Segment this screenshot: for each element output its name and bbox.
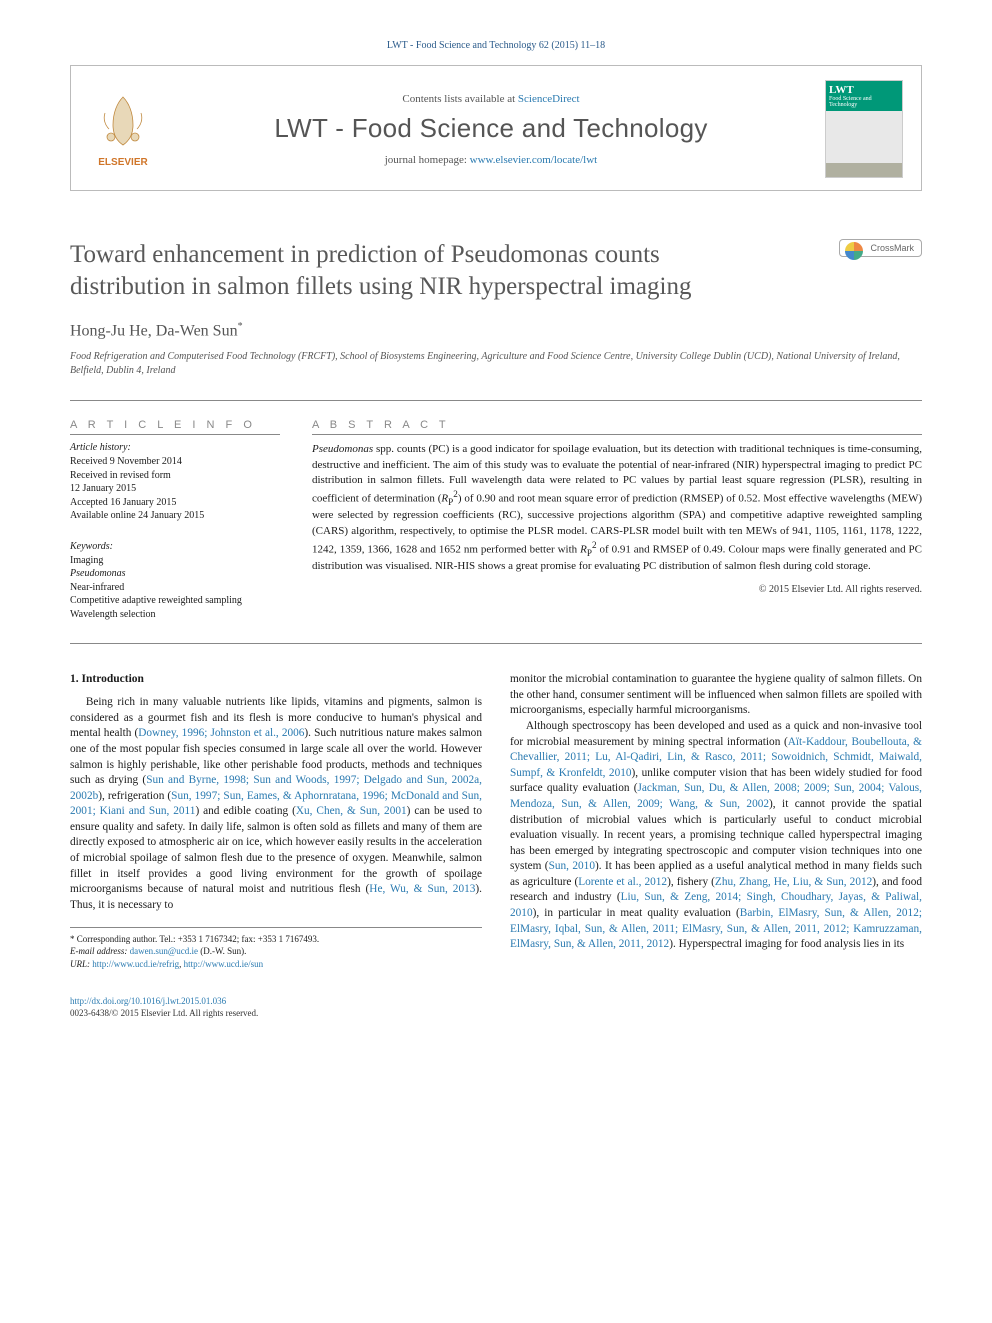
history-item: 12 January 2015 [70,482,280,496]
abstract-heading: A B S T R A C T [312,419,922,431]
contents-line: Contents lists available at ScienceDirec… [175,93,807,105]
corr-url2-link[interactable]: http://www.ucd.ie/sun [184,959,263,969]
keyword: Pseudomonas [70,567,280,581]
article-title: Toward enhancement in prediction of Pseu… [70,239,750,303]
history-item: Accepted 16 January 2015 [70,496,280,510]
history-item: Available online 24 January 2015 [70,509,280,523]
journal-header-box: ELSEVIER Contents lists available at Sci… [70,65,922,191]
history-label: Article history: [70,442,280,453]
cover-title: LWTFood Science and Technology [826,81,902,111]
abstract-copyright: © 2015 Elsevier Ltd. All rights reserved… [312,584,922,595]
keyword: Imaging [70,554,280,568]
history-item: Received in revised form [70,469,280,483]
corr-email-link[interactable]: dawen.sun@ucd.ie [130,946,198,956]
corr-url1-link[interactable]: http://www.ucd.ie/refrig [92,959,179,969]
article-info-heading: A R T I C L E I N F O [70,419,280,431]
homepage-prefix: journal homepage: [385,154,470,166]
elsevier-label: ELSEVIER [98,157,148,168]
corr-email-suffix: (D.-W. Sun). [198,946,246,956]
keyword: Near-infrared [70,581,280,595]
elsevier-logo: ELSEVIER [89,89,157,169]
corr-tel-line: * Corresponding author. Tel.: +353 1 716… [70,933,482,945]
keyword: Competitive adaptive reweighted sampling [70,594,280,608]
header-center: Contents lists available at ScienceDirec… [175,93,807,166]
doi-link[interactable]: http://dx.doi.org/10.1016/j.lwt.2015.01.… [70,996,226,1006]
body-columns: 1. Introduction Being rich in many valua… [70,672,922,969]
corresponding-marker: * [238,321,243,332]
homepage-line: journal homepage: www.elsevier.com/locat… [175,154,807,166]
corr-email-line: E-mail address: dawen.sun@ucd.ie (D.-W. … [70,945,482,957]
abstract-rule [312,434,922,435]
keywords-label: Keywords: [70,541,280,552]
sciencedirect-link[interactable]: ScienceDirect [518,93,580,105]
abstract: A B S T R A C T Pseudomonas spp. counts … [312,419,922,621]
section-number: 1. [70,673,79,685]
running-head-citation: LWT - Food Science and Technology 62 (20… [70,40,922,51]
homepage-link[interactable]: www.elsevier.com/locate/lwt [470,154,598,166]
issn-line: 0023-6438/© 2015 Elsevier Ltd. All right… [70,1008,922,1018]
title-wrap: CrossMark Toward enhancement in predicti… [70,239,922,303]
corr-tel: +353 1 7167342 [178,934,237,944]
keyword: Wavelength selection [70,608,280,622]
corr-prefix: * Corresponding author. Tel.: [70,934,178,944]
journal-name: LWT - Food Science and Technology [175,113,807,144]
crossmark-label: CrossMark [839,239,922,257]
corr-fax: +353 1 7167493. [258,934,319,944]
section-heading: 1. Introduction [70,672,482,688]
authors: Hong-Ju He, Da-Wen Sun* [70,321,922,340]
body-paragraph: monitor the microbial contamination to g… [510,672,922,719]
history-item: Received 9 November 2014 [70,455,280,469]
affiliation: Food Refrigeration and Computerised Food… [70,350,922,401]
info-abstract-row: A R T I C L E I N F O Article history: R… [70,419,922,644]
footer: http://dx.doi.org/10.1016/j.lwt.2015.01.… [70,996,922,1018]
contents-prefix: Contents lists available at [402,93,517,105]
body-paragraph: Although spectroscopy has been developed… [510,719,922,953]
authors-list: Hong-Ju He, Da-Wen Sun [70,322,238,339]
corr-fax-prefix: ; fax: [237,934,258,944]
corr-url-label: URL: [70,959,92,969]
corr-email-label: E-mail address: [70,946,130,956]
crossmark-badge[interactable]: CrossMark [839,239,922,257]
article-info: A R T I C L E I N F O Article history: R… [70,419,280,621]
abstract-text: Pseudomonas spp. counts (PC) is a good i… [312,442,922,574]
keywords-block: Keywords: Imaging Pseudomonas Near-infra… [70,541,280,622]
body-paragraph: Being rich in many valuable nutrients li… [70,695,482,913]
section-title: Introduction [82,673,144,685]
corresponding-note: * Corresponding author. Tel.: +353 1 716… [70,927,482,969]
page: LWT - Food Science and Technology 62 (20… [0,0,992,1068]
journal-cover-thumbnail: LWTFood Science and Technology [825,80,903,178]
corr-url-line: URL: http://www.ucd.ie/refrig, http://ww… [70,958,482,970]
info-rule [70,434,280,435]
